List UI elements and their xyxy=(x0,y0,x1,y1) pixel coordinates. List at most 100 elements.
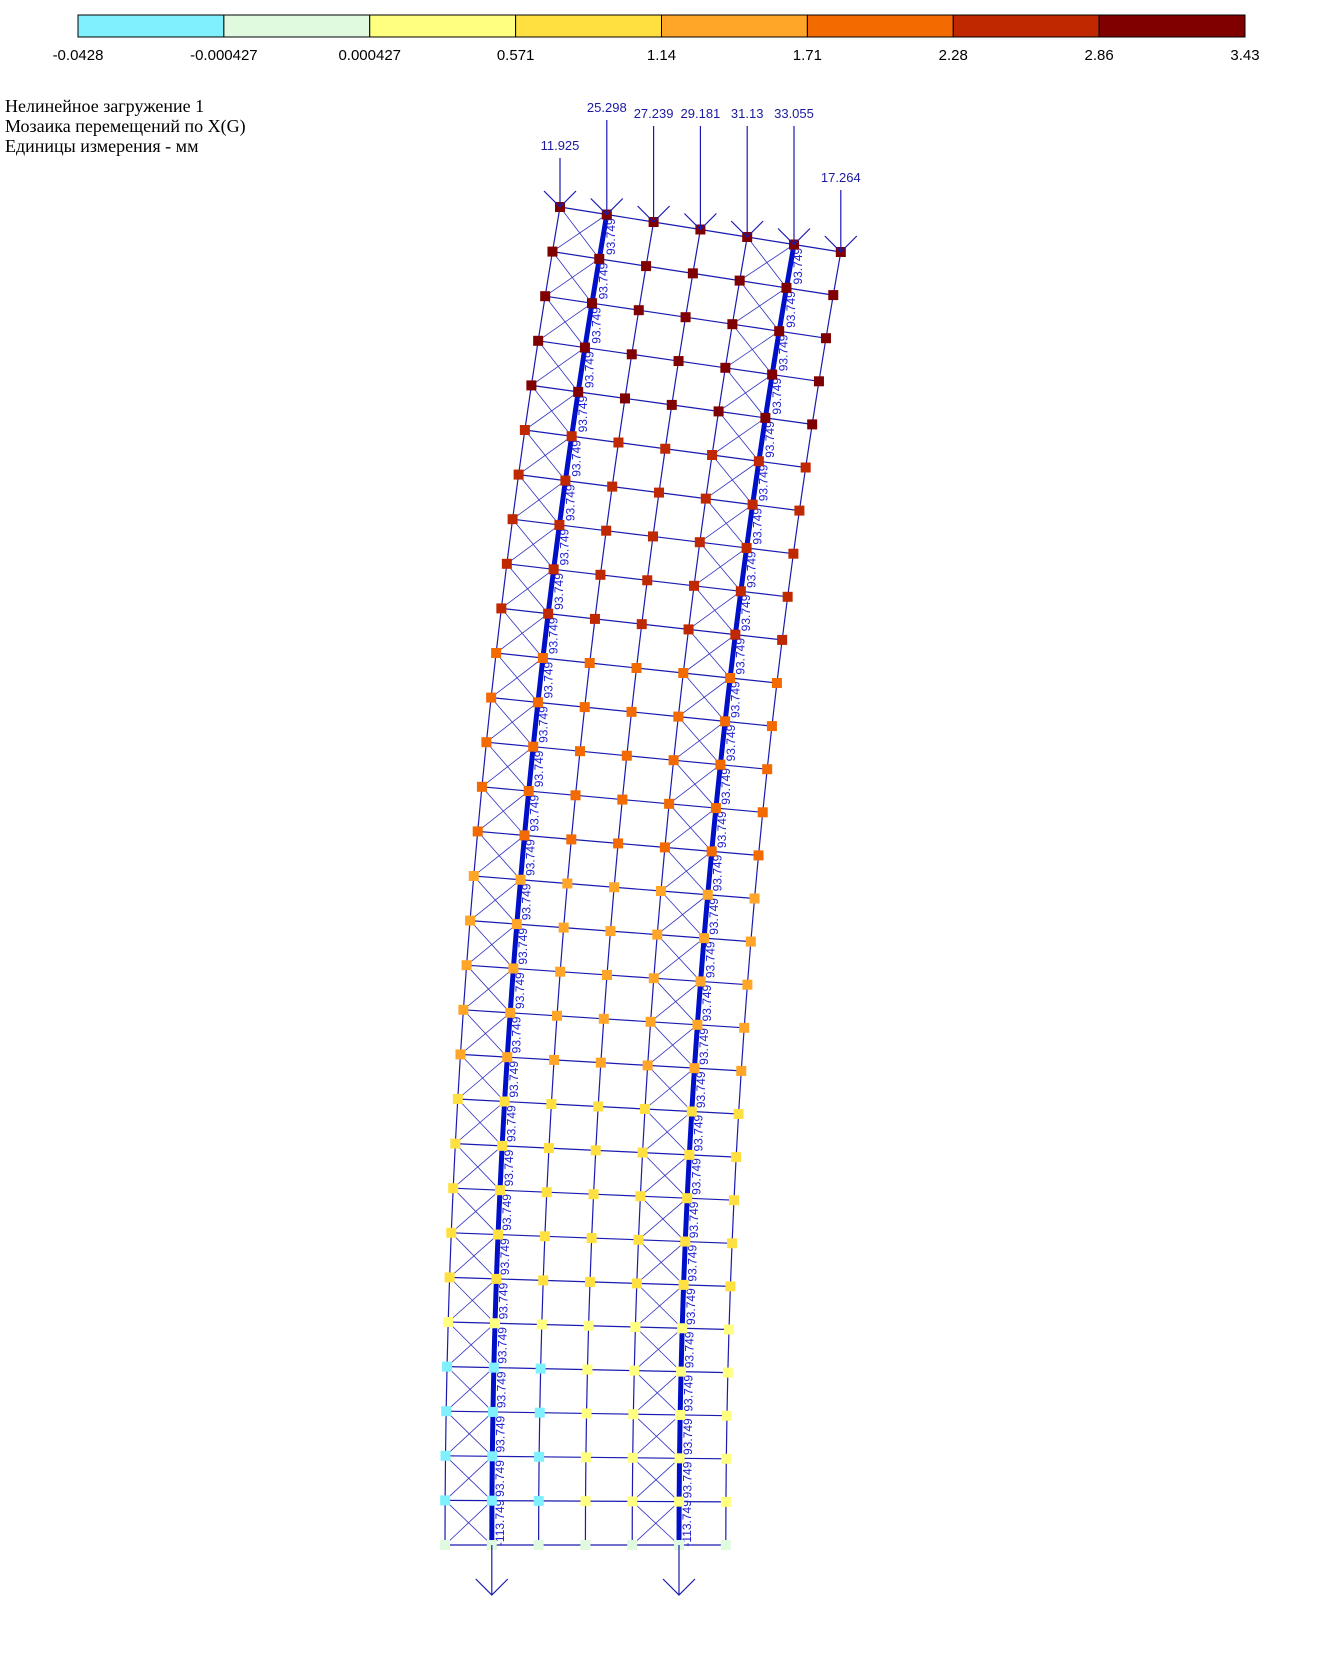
node xyxy=(448,1183,458,1193)
brace xyxy=(507,525,560,564)
brace xyxy=(531,348,585,386)
node xyxy=(676,1367,686,1377)
node xyxy=(628,1409,638,1419)
member-label: -113.749 xyxy=(680,1500,694,1547)
node xyxy=(724,1325,734,1335)
member-label: 93.749 xyxy=(497,1282,511,1319)
node xyxy=(720,363,730,373)
node xyxy=(542,1187,552,1197)
member-label: 93.749 xyxy=(507,1061,521,1098)
node xyxy=(591,1145,601,1155)
member-label: 93.749 xyxy=(498,1238,512,1275)
member-label: 93.749 xyxy=(589,307,603,344)
legend-cell xyxy=(807,15,953,37)
brace xyxy=(661,851,712,891)
node xyxy=(477,782,487,792)
member-label: 93.749 xyxy=(745,551,759,588)
member-label: 93.749 xyxy=(680,1461,694,1498)
member-label: 93.749 xyxy=(681,1418,695,1455)
node xyxy=(562,879,572,889)
node xyxy=(581,1452,591,1462)
node xyxy=(487,1451,497,1461)
node xyxy=(721,1454,731,1464)
member-label: 93.749 xyxy=(563,484,577,521)
brace xyxy=(463,968,513,1009)
mesh-column xyxy=(726,252,841,1545)
node xyxy=(634,305,644,315)
member-label: 93.749 xyxy=(724,724,738,761)
brace xyxy=(712,418,765,455)
load-label: 25.298 xyxy=(587,100,627,115)
brace xyxy=(458,1057,507,1099)
node xyxy=(534,1496,544,1506)
member-label: 93.749 xyxy=(687,1201,701,1238)
node xyxy=(544,1143,554,1153)
member-label: 93.749 xyxy=(494,1415,508,1452)
brace xyxy=(669,765,720,804)
mesh-column xyxy=(539,222,654,1545)
node xyxy=(656,886,666,896)
member-label: 93.749 xyxy=(558,528,572,565)
node xyxy=(675,1453,685,1463)
node xyxy=(814,376,824,386)
member-label: 93.749 xyxy=(751,508,765,545)
brace xyxy=(645,1068,694,1109)
node xyxy=(629,1366,639,1376)
member-label: 93.749 xyxy=(729,681,743,718)
node xyxy=(703,890,713,900)
brace xyxy=(545,259,599,296)
node xyxy=(695,537,705,547)
node xyxy=(613,438,623,448)
member-label: 93.749 xyxy=(692,1114,706,1151)
node xyxy=(497,1141,507,1151)
node xyxy=(508,963,518,973)
node xyxy=(654,488,664,498)
load-label: 29.181 xyxy=(681,106,721,121)
node xyxy=(581,1496,591,1506)
node xyxy=(595,570,605,580)
brace xyxy=(448,1279,496,1322)
node xyxy=(538,653,548,663)
legend-label: 1.14 xyxy=(647,47,676,64)
member-label: -113.749 xyxy=(493,1499,507,1546)
node xyxy=(692,1020,702,1030)
brace xyxy=(538,303,592,341)
node xyxy=(465,916,475,926)
node xyxy=(627,349,637,359)
node xyxy=(533,697,543,707)
node xyxy=(453,1094,463,1104)
node xyxy=(554,520,564,530)
brace xyxy=(633,1372,681,1415)
node xyxy=(547,247,557,257)
brace xyxy=(643,1112,692,1153)
brace xyxy=(689,591,741,629)
node xyxy=(681,312,691,322)
node xyxy=(627,707,637,717)
node xyxy=(643,1060,653,1070)
node xyxy=(674,356,684,366)
node xyxy=(660,842,670,852)
node xyxy=(748,500,758,510)
member-label: 93.749 xyxy=(495,1327,509,1364)
mesh: 93.749 93.749 93.749 93.749 93.749 93.749 93.7… xyxy=(440,100,861,1595)
member-label: 93.749 xyxy=(541,661,555,698)
node xyxy=(585,1277,595,1287)
member-label: 93.749 xyxy=(510,1016,524,1053)
brace xyxy=(694,548,747,586)
info-line: Единицы измерения - мм xyxy=(5,136,198,156)
node xyxy=(584,1321,594,1331)
node xyxy=(722,1411,732,1421)
node xyxy=(593,1102,603,1112)
node xyxy=(739,1023,749,1033)
node xyxy=(535,1408,545,1418)
node xyxy=(736,1066,746,1076)
member-label: 93.749 xyxy=(734,638,748,675)
node xyxy=(687,1107,697,1117)
node xyxy=(491,1274,501,1284)
node xyxy=(440,1540,450,1550)
node xyxy=(632,663,642,673)
brace xyxy=(525,392,578,430)
member-label: 93.749 xyxy=(683,1331,697,1368)
node xyxy=(495,1185,505,1195)
node xyxy=(486,693,496,703)
